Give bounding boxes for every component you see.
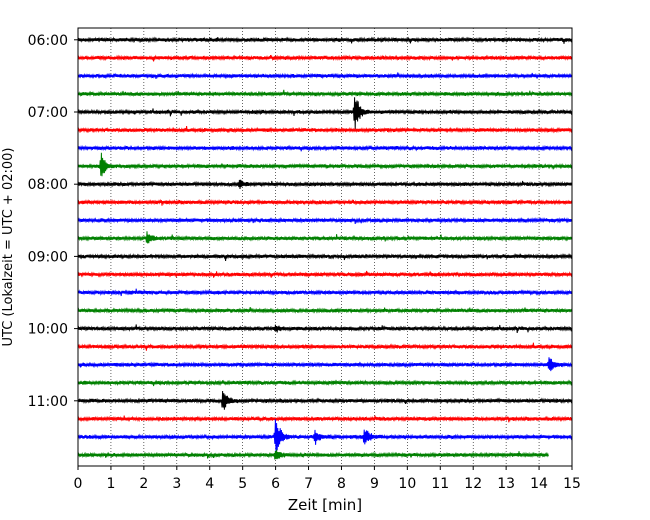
x-tick-label: 0 [74, 476, 83, 492]
trace-0715 [77, 126, 573, 134]
x-tick-label: 3 [172, 476, 181, 492]
trace-0730 [77, 144, 573, 152]
trace-0945 [77, 307, 573, 314]
grid-layer [110, 28, 540, 466]
x-tick-label: 1 [106, 476, 115, 492]
y-axis-label: UTC (Lokalzeit = UTC + 02:00) [1, 148, 16, 347]
trace-0600 [77, 36, 573, 44]
y-tick-label: 11:00 [28, 394, 68, 410]
trace-1115 [77, 415, 573, 423]
x-tick-label: 9 [370, 476, 379, 492]
trace-0630 [77, 72, 573, 80]
trace-1045 [77, 379, 573, 387]
plot-frame [77, 27, 573, 467]
x-tick-label: 13 [497, 476, 515, 492]
trace-1130 [77, 419, 573, 457]
x-tick-label: 7 [304, 476, 313, 492]
trace-0915 [77, 270, 573, 278]
trace-0645 [77, 89, 573, 98]
trace-0700 [77, 97, 573, 130]
x-tick-label: 8 [337, 476, 346, 492]
x-axis-ticks: 0 1 2 3 4 5 6 7 8 9 10 11 12 13 14 15 [74, 466, 581, 492]
trace-0615 [77, 54, 573, 62]
trace-1000 [77, 324, 573, 333]
trace-0930 [77, 288, 573, 297]
x-tick-label: 4 [205, 476, 214, 492]
y-tick-label: 08:00 [28, 177, 68, 193]
trace-0900 [77, 252, 573, 261]
y-axis-ticks: 06:00 07:00 08:00 09:00 10:00 11:00 [28, 33, 78, 410]
trace-0845 [77, 231, 573, 244]
y-tick-label: 10:00 [28, 322, 68, 338]
trace-0800 [77, 179, 573, 190]
y-tick-label: 09:00 [28, 249, 68, 265]
trace-1145 [77, 449, 549, 460]
x-tick-label: 15 [563, 476, 581, 492]
x-axis-label: Zeit [min] [288, 496, 362, 514]
x-tick-label: 12 [464, 476, 482, 492]
x-tick-label: 6 [271, 476, 280, 492]
x-tick-label: 5 [238, 476, 247, 492]
y-tick-label: 07:00 [28, 105, 68, 121]
x-tick-label: 2 [139, 476, 148, 492]
trace-layer [77, 36, 573, 460]
x-tick-label: 10 [398, 476, 416, 492]
trace-0745 [77, 152, 573, 177]
y-tick-label: 06:00 [28, 33, 68, 49]
trace-1030 [77, 357, 573, 372]
trace-1100 [77, 390, 573, 410]
trace-1015 [77, 342, 573, 351]
x-tick-label: 11 [431, 476, 449, 492]
x-tick-label: 14 [530, 476, 548, 492]
trace-0815 [77, 198, 573, 206]
trace-0830 [77, 216, 573, 224]
